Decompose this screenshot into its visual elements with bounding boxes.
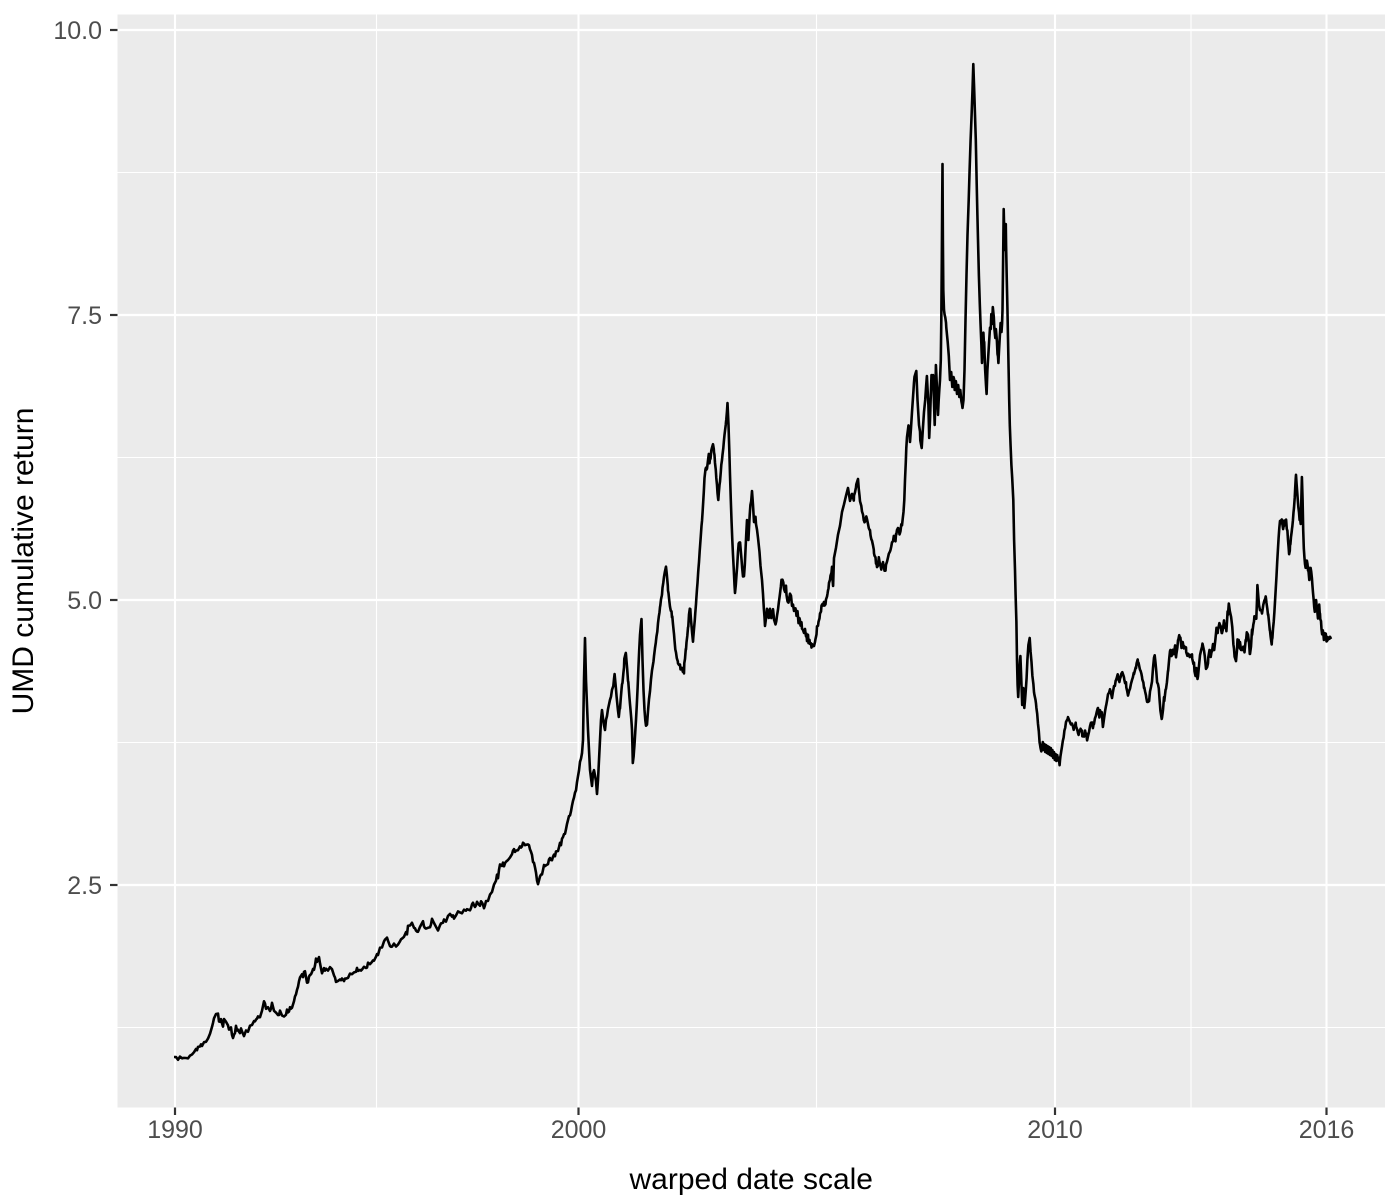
svg-text:5.0: 5.0 <box>67 587 102 615</box>
svg-text:2000: 2000 <box>551 1116 607 1144</box>
svg-text:10.0: 10.0 <box>53 17 102 45</box>
svg-text:7.5: 7.5 <box>67 302 102 330</box>
svg-text:2016: 2016 <box>1299 1116 1355 1144</box>
svg-text:warped date scale: warped date scale <box>629 1163 874 1196</box>
svg-text:2.5: 2.5 <box>67 872 102 900</box>
svg-text:1990: 1990 <box>147 1116 203 1144</box>
svg-text:UMD cumulative return: UMD cumulative return <box>7 408 40 715</box>
svg-text:2010: 2010 <box>1027 1116 1083 1144</box>
